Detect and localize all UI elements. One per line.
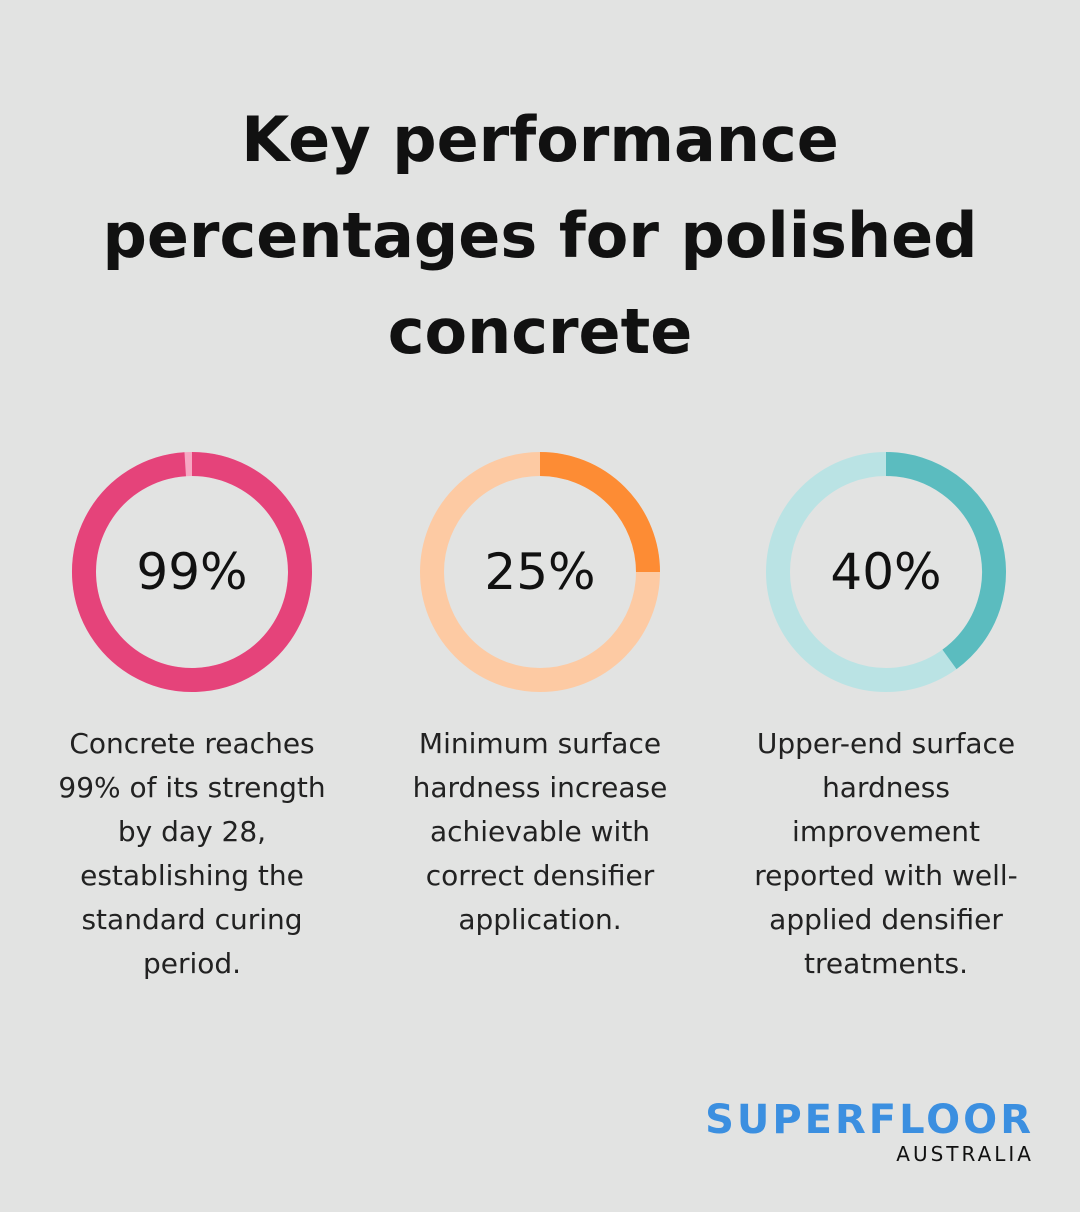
donut-arc xyxy=(72,452,312,692)
donut-arc xyxy=(885,452,1006,670)
brand-logo: SUPERFLOOR AUSTRALIA xyxy=(705,1098,1034,1166)
caption: Upper-end surface hardness improvement r… xyxy=(754,727,1018,980)
donut-arc xyxy=(539,452,660,573)
caption: Minimum surface hardness increase achiev… xyxy=(412,727,668,936)
caption: Concrete reaches 99% of its strength by … xyxy=(58,727,326,980)
donut-value-label: 25% xyxy=(484,543,595,601)
donut-value-label: 40% xyxy=(830,543,941,601)
donut-value-label: 99% xyxy=(136,543,247,601)
title: Key performance percentages for polished… xyxy=(102,103,978,368)
brand-sub: AUSTRALIA xyxy=(896,1142,1034,1166)
brand-name: SUPERFLOOR xyxy=(705,1097,1034,1143)
